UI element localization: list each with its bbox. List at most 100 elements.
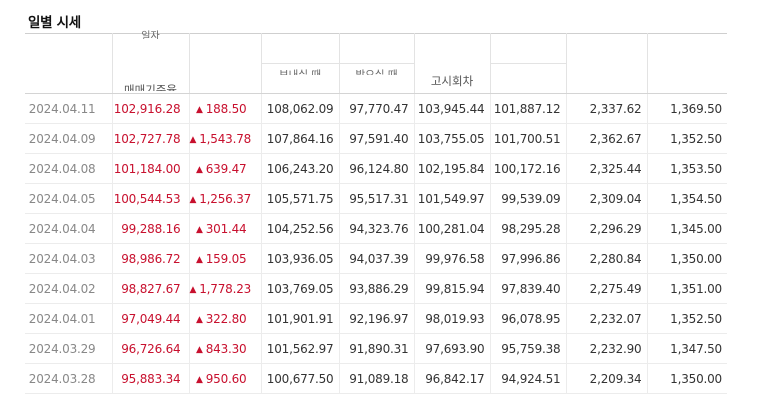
value-cell: 101,887.12 [489,93,566,124]
standard-rate-cell: 98,827.67 [111,273,189,304]
change-cell: ▲ 159.05 [188,243,261,274]
table-header: 일자 매매기준율 보내실 때 받으실 때 고시회차 [25,31,727,94]
value-cell: 101,562.97 [260,333,339,364]
change-value: 639.47 [205,161,247,176]
value-cell: 95,759.38 [489,333,566,364]
table-row: 2024.04.04 99,288.16 ▲ 301.44 104,252.56 94,3… [25,213,727,244]
value-cell: 2,275.49 [565,273,647,304]
value-cell: 102,195.84 [413,153,490,184]
value-cell: 1,353.50 [646,153,727,184]
change-value: 188.50 [205,101,247,116]
standard-rate-cell: 100,544.53 [111,183,189,214]
date-cell: 2024.04.02 [25,273,112,304]
change-value: 1,543.78 [199,131,252,146]
table-row: 2024.04.01 97,049.44 ▲ 322.80 101,901.91 92,1… [25,303,727,334]
value-cell: 107,864.16 [260,123,339,154]
value-cell: 100,677.50 [260,363,339,394]
standard-rate-cell: 95,883.34 [111,363,189,394]
value-cell: 91,089.18 [338,363,414,394]
value-cell: 103,936.05 [260,243,339,274]
value-cell: 96,078.95 [489,303,566,334]
up-triangle-icon: ▲ [195,254,203,265]
value-cell: 1,352.50 [646,123,727,154]
header-usd-conversion [646,33,727,94]
date-cell: 2024.04.05 [25,183,112,214]
standard-rate-cell: 102,727.78 [111,123,189,154]
value-cell: 1,350.00 [646,243,727,274]
date-cell: 2024.04.11 [25,93,112,124]
value-cell: 100,281.04 [413,213,490,244]
header-cash-buy: 보내실 때 [260,33,339,94]
standard-rate-cell: 99,288.16 [111,213,189,244]
header-standard-rate: 일자 매매기준율 [111,31,189,94]
value-cell: 99,976.58 [413,243,490,274]
value-cell: 96,124.80 [338,153,414,184]
value-cell: 99,815.94 [413,273,490,304]
header-notice-round-label: 고시회차 [430,74,474,88]
table-row: 2024.04.11 102,916.28 ▲ 188.50 108,062.09 97,… [25,93,727,124]
date-cell: 2024.04.01 [25,303,112,334]
value-cell: 91,890.31 [338,333,414,364]
value-cell: 103,769.05 [260,273,339,304]
date-cell: 2024.04.09 [25,123,112,154]
header-remit-receive [565,33,647,94]
standard-rate-cell: 96,726.64 [111,333,189,364]
value-cell: 98,295.28 [489,213,566,244]
header-standard-rate-label: 매매기준율 [124,83,177,91]
date-cell: 2024.04.03 [25,243,112,274]
value-cell: 99,539.09 [489,183,566,214]
header-date [25,33,112,94]
change-cell: ▲ 301.44 [188,213,261,244]
value-cell: 95,517.31 [338,183,414,214]
value-cell: 106,243.20 [260,153,339,184]
header-remit-send [489,33,566,94]
value-cell: 97,839.40 [489,273,566,304]
table-row: 2024.04.05 100,544.53 ▲ 1,256.37 105,571.75 9… [25,183,727,214]
table-row: 2024.03.29 96,726.64 ▲ 843.30 101,562.97 91,8… [25,333,727,364]
value-cell: 108,062.09 [260,93,339,124]
header-divider [339,63,414,64]
change-value: 322.80 [205,311,247,326]
date-cell: 2024.04.04 [25,213,112,244]
date-cell: 2024.03.28 [25,363,112,394]
table-body: 2024.04.11 102,916.28 ▲ 188.50 108,062.09 97,… [25,93,727,394]
header-divider [261,63,339,64]
up-triangle-icon: ▲ [195,344,203,355]
value-cell: 103,755.05 [413,123,490,154]
change-value: 159.05 [205,251,247,266]
standard-rate-cell: 102,916.28 [111,93,189,124]
change-cell: ▲ 188.50 [188,93,261,124]
date-cell: 2024.04.08 [25,153,112,184]
header-divider [490,63,566,64]
header-cash-sell: 받으실 때 [338,33,414,94]
table-row: 2024.04.02 98,827.67 ▲ 1,778.23 103,769.05 93… [25,273,727,304]
header-cash-sell-cut: 받으실 때 [355,69,398,75]
header-change [188,33,261,94]
value-cell: 2,209.34 [565,363,647,394]
change-value: 950.60 [205,371,247,386]
change-cell: ▲ 1,778.23 [188,273,261,304]
header-cut-label: 일자 [141,31,160,39]
value-cell: 101,700.51 [489,123,566,154]
change-cell: ▲ 1,256.37 [188,183,261,214]
standard-rate-cell: 97,049.44 [111,303,189,334]
value-cell: 97,693.90 [413,333,490,364]
table-row: 2024.04.03 98,986.72 ▲ 159.05 103,936.05 94,0… [25,243,727,274]
value-cell: 96,842.17 [413,363,490,394]
value-cell: 1,352.50 [646,303,727,334]
value-cell: 2,232.07 [565,303,647,334]
value-cell: 97,996.86 [489,243,566,274]
header-cash-buy-cut: 보내실 때 [279,69,321,75]
value-cell: 101,901.91 [260,303,339,334]
value-cell: 2,309.04 [565,183,647,214]
value-cell: 2,325.44 [565,153,647,184]
value-cell: 1,345.00 [646,213,727,244]
change-cell: ▲ 843.30 [188,333,261,364]
up-triangle-icon: ▲ [195,104,203,115]
value-cell: 101,549.97 [413,183,490,214]
up-triangle-icon: ▲ [189,134,197,145]
value-cell: 103,945.44 [413,93,490,124]
value-cell: 104,252.56 [260,213,339,244]
value-cell: 93,886.29 [338,273,414,304]
daily-rates-table: 일자 매매기준율 보내실 때 받으실 때 고시회차 [25,31,727,394]
